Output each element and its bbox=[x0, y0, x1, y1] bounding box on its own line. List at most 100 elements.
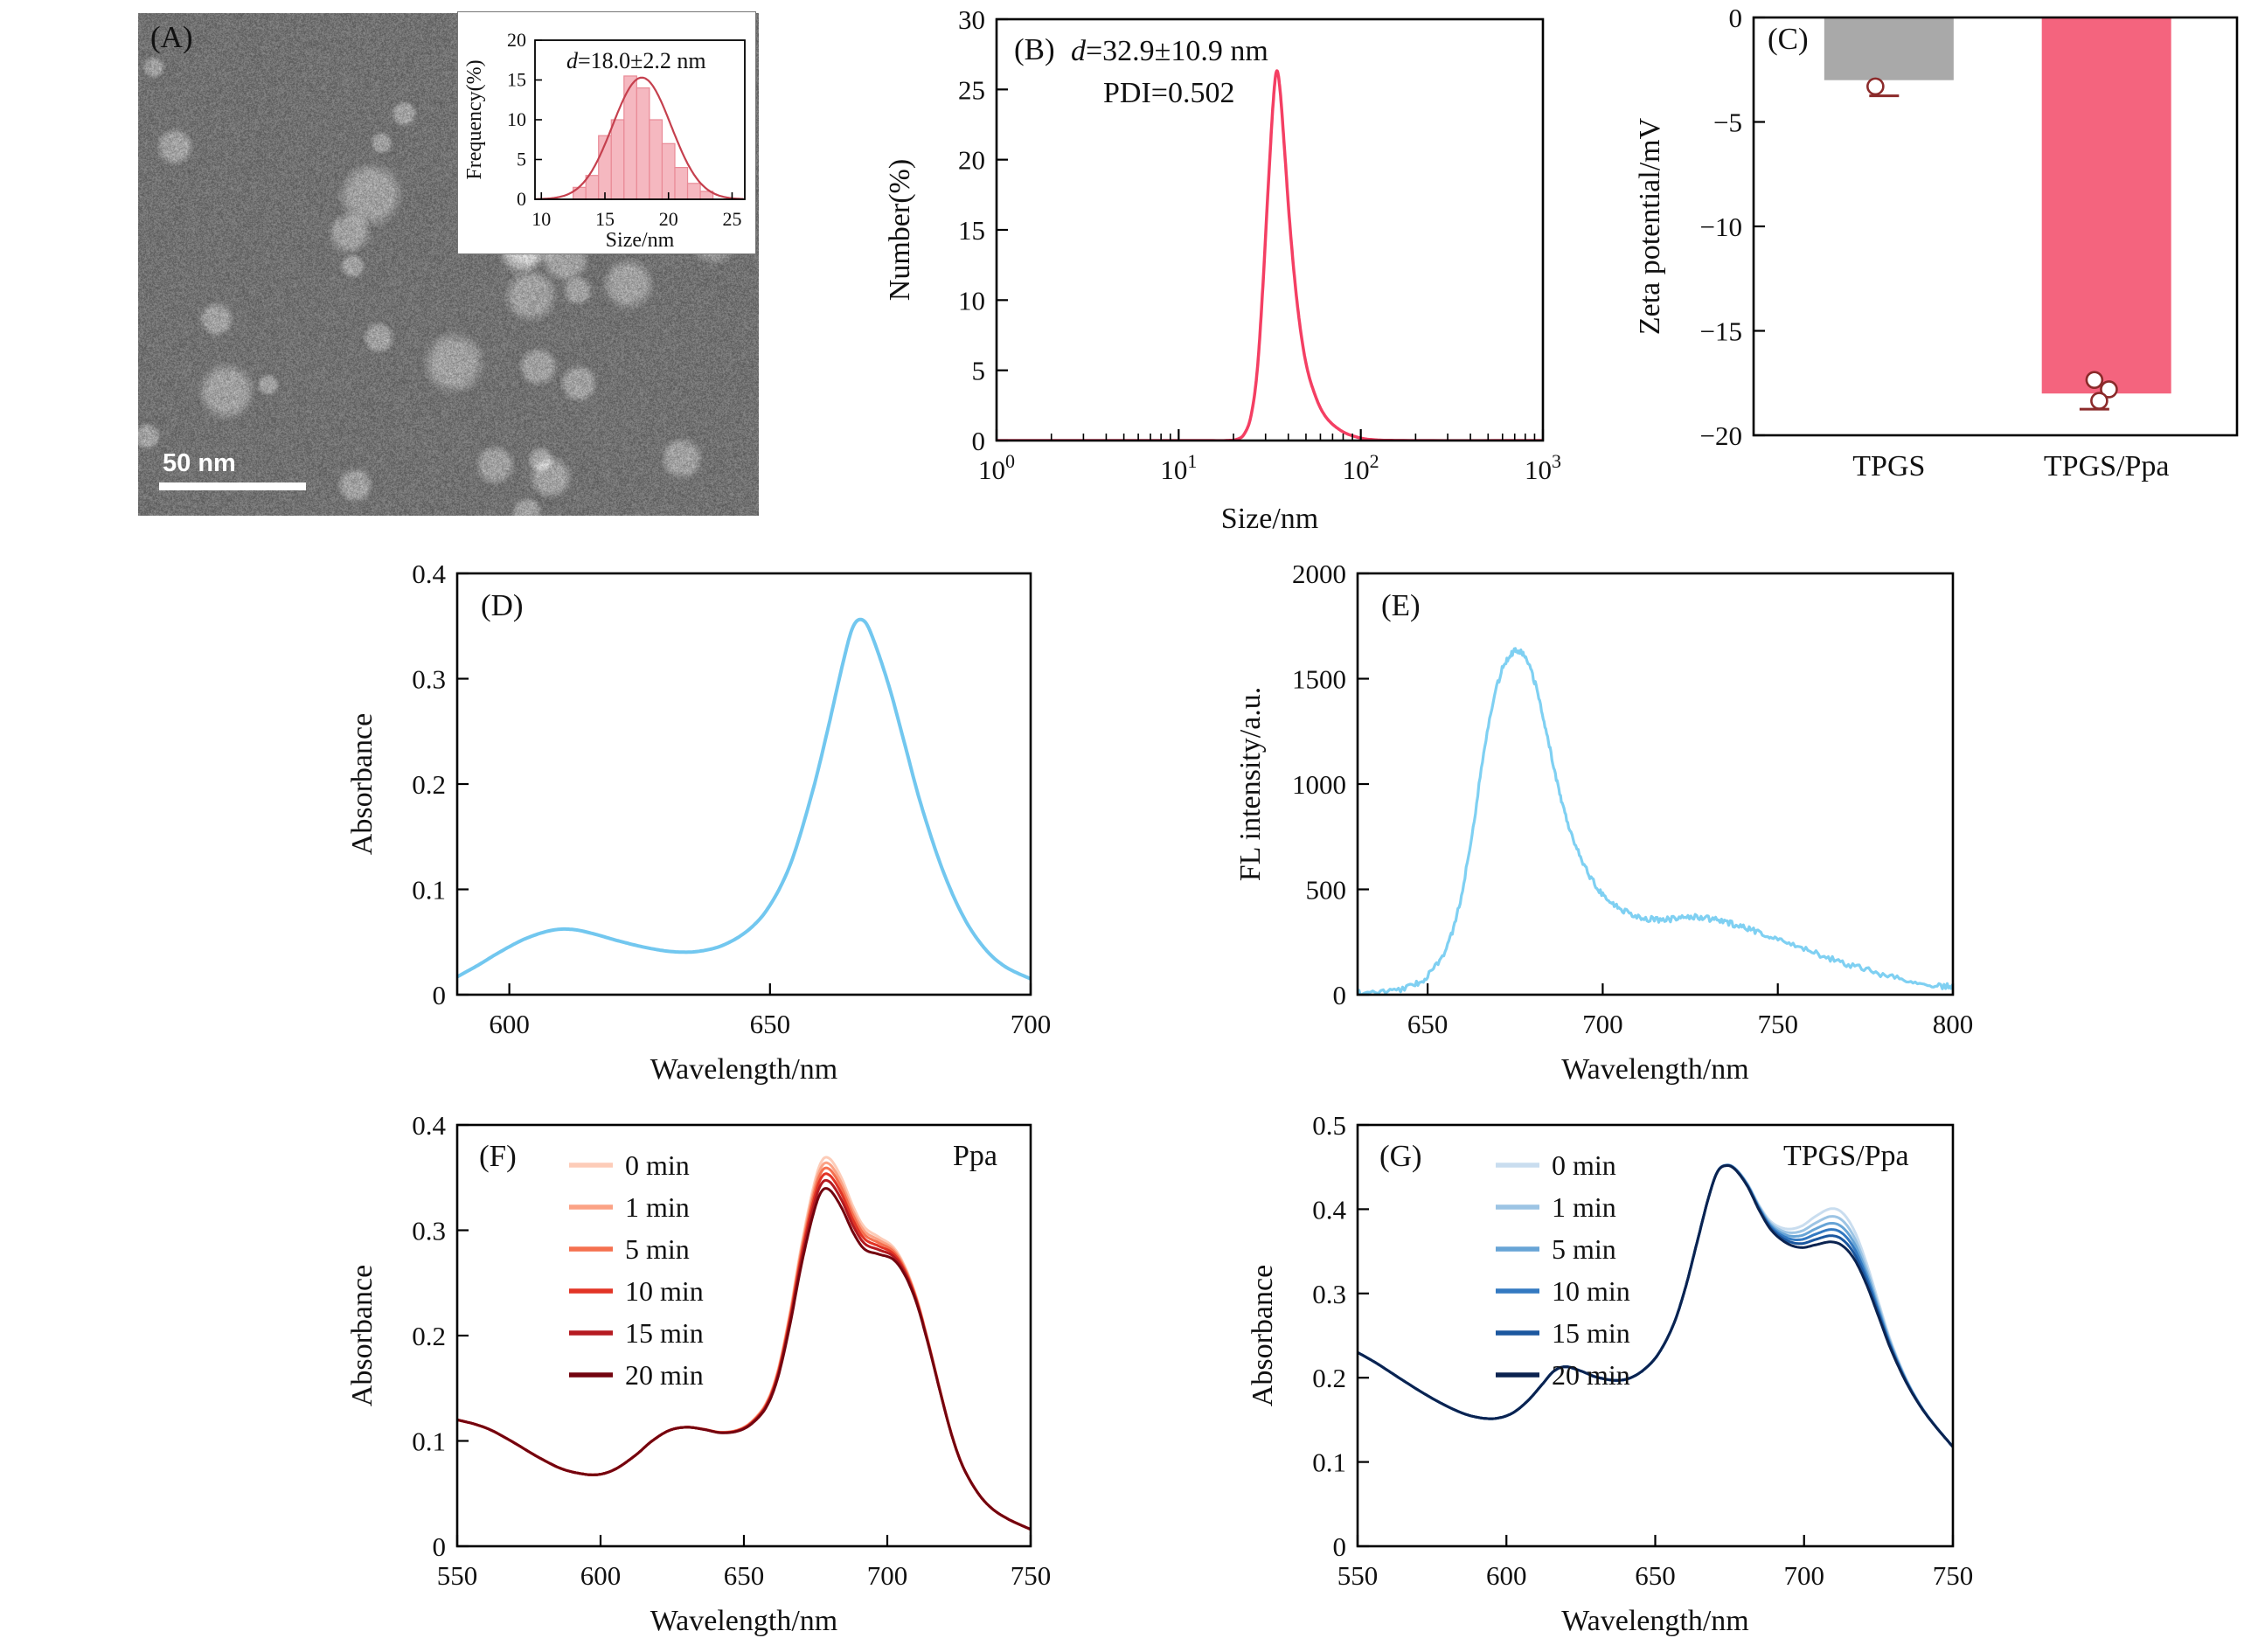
y-tick-label: 0 bbox=[517, 188, 526, 210]
x-tick-label: 20 bbox=[659, 208, 678, 230]
x-axis-label: Wavelength/nm bbox=[1561, 1605, 1748, 1637]
y-tick-label: 500 bbox=[1306, 875, 1347, 906]
y-axis-label: Absorbance bbox=[1247, 1265, 1279, 1406]
scale-bar-label: 50 nm bbox=[163, 449, 236, 477]
legend-label: 5 min bbox=[625, 1233, 690, 1265]
y-tick-label: 0.1 bbox=[412, 1426, 446, 1457]
y-tick-label: 0.1 bbox=[412, 875, 446, 906]
bar bbox=[1824, 17, 1954, 80]
x-tick-label: 650 bbox=[724, 1560, 765, 1591]
x-tick-label: 650 bbox=[1407, 1009, 1449, 1039]
y-tick-label: 0 bbox=[1729, 3, 1743, 33]
x-tick-label: 103 bbox=[1525, 450, 1561, 485]
y-tick-label: 2000 bbox=[1292, 559, 1346, 589]
y-tick-label: 0 bbox=[433, 980, 447, 1010]
y-tick-label: −20 bbox=[1700, 420, 1742, 451]
y-tick-label: 1500 bbox=[1292, 664, 1346, 695]
hist-bar bbox=[585, 175, 600, 200]
y-tick-label: 0.4 bbox=[412, 1110, 446, 1141]
data-point bbox=[2090, 392, 2109, 410]
size-annotation-value: =32.9±10.9 nm bbox=[1086, 35, 1268, 67]
y-tick-label: −5 bbox=[1713, 108, 1742, 138]
y-axis-label: FL intensity/a.u. bbox=[1234, 687, 1267, 882]
panel-e-label: (E) bbox=[1381, 588, 1421, 622]
y-tick-label: 0.3 bbox=[412, 664, 446, 695]
x-axis-label: Size/nm bbox=[606, 229, 675, 252]
x-tick-label: 550 bbox=[437, 1560, 478, 1591]
panel-a-label: (A) bbox=[150, 20, 193, 54]
size-annotation: d=32.9±10.9 nm bbox=[1071, 35, 1268, 67]
y-tick-label: 0 bbox=[1333, 980, 1347, 1010]
x-tick-label: 550 bbox=[1337, 1560, 1379, 1591]
y-tick-label: 0.2 bbox=[412, 769, 446, 800]
x-tick-label: 750 bbox=[1933, 1560, 1974, 1591]
legend-label: 20 min bbox=[1552, 1359, 1630, 1391]
hist-bar bbox=[649, 119, 663, 200]
legend-label: 1 min bbox=[1552, 1191, 1616, 1223]
hist-bar bbox=[674, 167, 689, 200]
bar bbox=[2041, 17, 2171, 394]
panel-f-label: (F) bbox=[479, 1139, 517, 1173]
y-tick-label: −10 bbox=[1700, 212, 1742, 242]
plot-area bbox=[457, 1125, 1031, 1546]
x-tick-label: 101 bbox=[1160, 450, 1197, 485]
y-tick-label: 0.3 bbox=[1312, 1279, 1346, 1309]
legend-label: 0 min bbox=[625, 1149, 690, 1181]
x-tick-label: 102 bbox=[1343, 450, 1379, 485]
x-tick-label: 700 bbox=[867, 1560, 908, 1591]
sample-label-ppa: Ppa bbox=[953, 1140, 997, 1172]
x-tick-label: 600 bbox=[1486, 1560, 1527, 1591]
series-20 min bbox=[457, 1187, 1031, 1531]
x-tick-label: 600 bbox=[489, 1009, 530, 1039]
sample-label-tpgs-ppa: TPGS/Ppa bbox=[1783, 1140, 1909, 1172]
x-tick-label: 700 bbox=[1011, 1009, 1052, 1039]
y-tick-label: 25 bbox=[958, 74, 985, 105]
legend-label: 1 min bbox=[625, 1191, 690, 1223]
y-tick-label: 15 bbox=[958, 215, 985, 246]
category-label: TPGS/Ppa bbox=[2044, 450, 2170, 482]
panel-c-label: (C) bbox=[1768, 22, 1809, 56]
x-tick-label: 600 bbox=[580, 1560, 622, 1591]
hist-bar bbox=[686, 183, 701, 200]
y-tick-label: 0.1 bbox=[1312, 1447, 1346, 1478]
x-tick-label: 650 bbox=[750, 1009, 791, 1039]
y-tick-label: 10 bbox=[958, 285, 985, 316]
legend-label: 0 min bbox=[1552, 1149, 1616, 1181]
y-tick-label: 0 bbox=[1333, 1531, 1347, 1562]
y-tick-label: 0.2 bbox=[412, 1321, 446, 1351]
hist-bar bbox=[661, 142, 676, 200]
x-axis-label: Size/nm bbox=[1221, 503, 1318, 535]
y-tick-label: 5 bbox=[972, 356, 986, 386]
x-tick-label: 750 bbox=[1757, 1009, 1798, 1039]
legend-label: 5 min bbox=[1552, 1233, 1616, 1265]
panel-g-label: (G) bbox=[1379, 1139, 1422, 1173]
y-tick-label: 20 bbox=[958, 145, 985, 176]
plot-area bbox=[457, 573, 1031, 995]
x-tick-label: 25 bbox=[722, 208, 741, 230]
y-axis-label: Frequency(%) bbox=[463, 59, 486, 179]
pdi-annotation: PDI=0.502 bbox=[1103, 77, 1235, 109]
y-tick-label: 10 bbox=[507, 108, 526, 130]
hist-bar bbox=[610, 119, 625, 200]
series-20 min bbox=[1358, 1164, 1953, 1448]
x-tick-label: 10 bbox=[531, 208, 551, 230]
inset-size-annotation: d=18.0±2.2 nm bbox=[566, 48, 706, 74]
legend-label: 15 min bbox=[1552, 1317, 1630, 1349]
x-tick-label: 700 bbox=[1582, 1009, 1623, 1039]
inset-size-annotation-value: =18.0±2.2 nm bbox=[578, 48, 706, 73]
panel-b-label: (B) bbox=[1014, 32, 1055, 66]
data-point bbox=[2085, 371, 2104, 389]
data-point bbox=[2100, 380, 2118, 399]
x-axis-label: Wavelength/nm bbox=[650, 1053, 837, 1086]
x-tick-label: 650 bbox=[1635, 1560, 1676, 1591]
inset-size-annotation-d: d bbox=[566, 48, 578, 73]
x-tick-label: 750 bbox=[1011, 1560, 1052, 1591]
y-tick-label: 5 bbox=[517, 149, 526, 170]
x-axis-label: Wavelength/nm bbox=[650, 1605, 837, 1637]
series-TPGS/Ppa bbox=[997, 69, 1543, 441]
y-tick-label: −15 bbox=[1700, 316, 1742, 347]
chart-zeta: TPGS TPGS/Ppa 0 −5 −10 −15 −20 Zeta potential/m… bbox=[1634, 3, 2239, 482]
size-annotation-d: d bbox=[1071, 35, 1086, 67]
y-tick-label: 0.5 bbox=[1312, 1110, 1346, 1141]
